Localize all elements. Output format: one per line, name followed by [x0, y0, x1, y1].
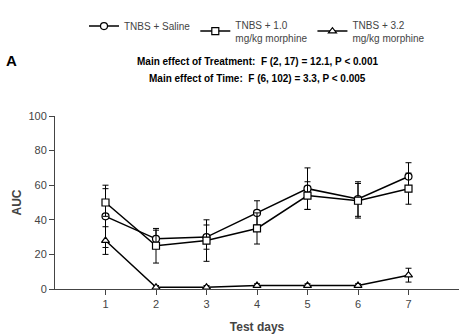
- svg-text:60: 60: [35, 179, 47, 191]
- svg-text:Main effect of Treatment: F (: Main effect of Treatment: F (2, 17) = 12…: [137, 56, 378, 67]
- svg-text:5: 5: [304, 298, 310, 310]
- svg-text:AUC: AUC: [10, 189, 24, 215]
- svg-text:TNBS + Saline: TNBS + Saline: [124, 21, 190, 32]
- svg-text:40: 40: [35, 214, 47, 226]
- svg-text:TNBS + 1.0mg/kg morphine: TNBS + 1.0mg/kg morphine: [235, 20, 307, 44]
- svg-text:TNBS + 3.2mg/kg morphine: TNBS + 3.2mg/kg morphine: [352, 20, 424, 44]
- svg-text:1: 1: [102, 298, 108, 310]
- svg-text:0: 0: [41, 283, 47, 295]
- svg-text:Main effect of Time: F (6, 10: Main effect of Time: F (6, 102) = 3.3, P…: [149, 73, 366, 84]
- svg-text:80: 80: [35, 144, 47, 156]
- svg-text:20: 20: [35, 248, 47, 260]
- svg-text:100: 100: [28, 110, 46, 122]
- svg-text:2: 2: [153, 298, 159, 310]
- svg-text:3: 3: [203, 298, 209, 310]
- svg-text:A: A: [6, 52, 17, 69]
- svg-text:6: 6: [355, 298, 361, 310]
- svg-text:4: 4: [254, 298, 260, 310]
- svg-text:7: 7: [405, 298, 411, 310]
- svg-text:Test days: Test days: [230, 320, 285, 334]
